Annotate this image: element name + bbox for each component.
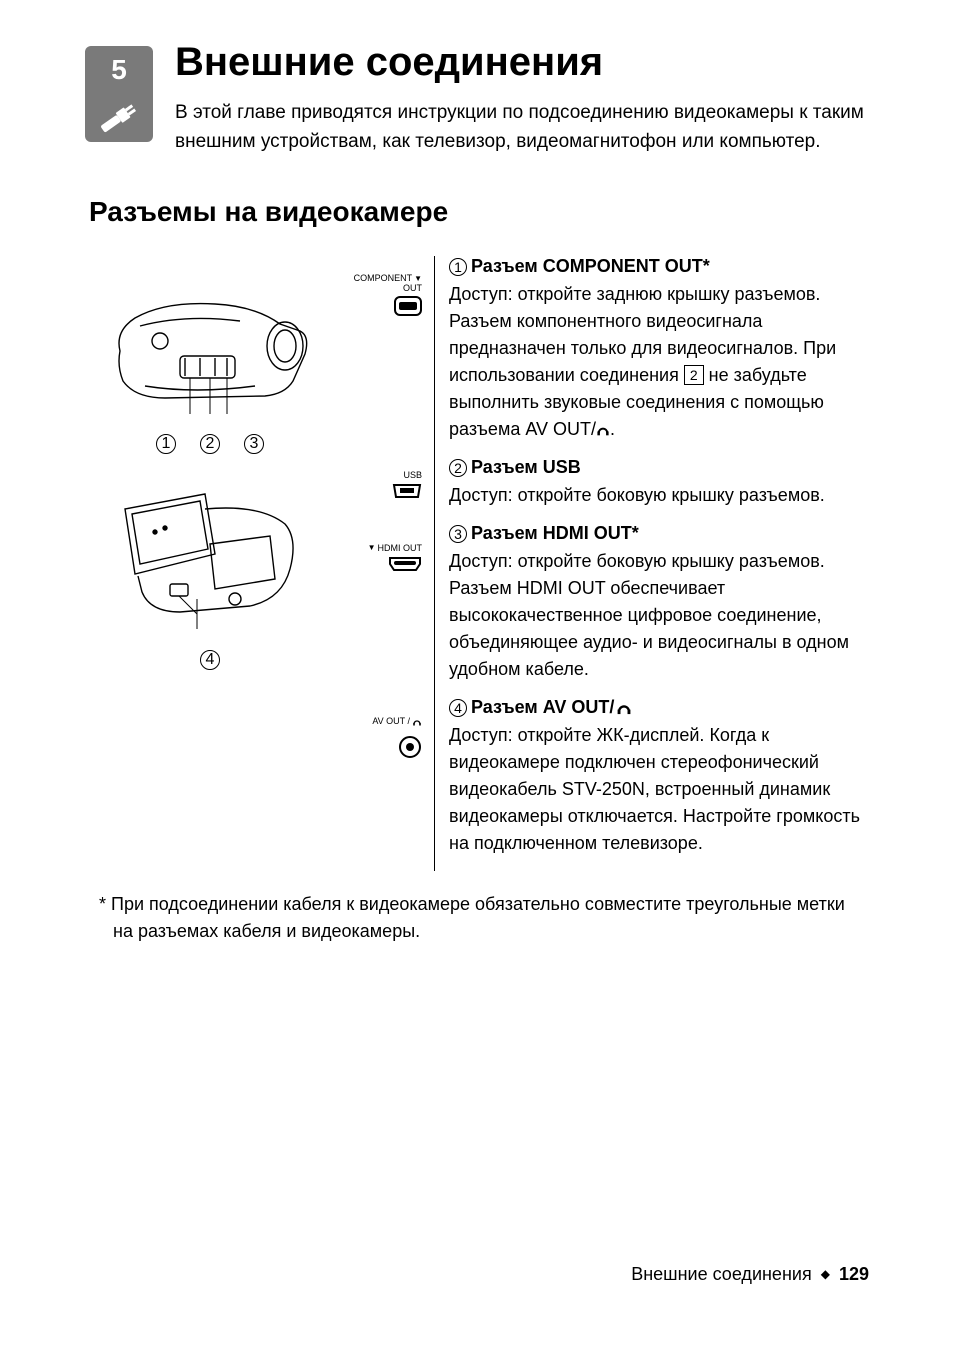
terminal-3-title-text: Разъем HDMI OUT* [471,523,639,544]
page-number: 129 [839,1264,869,1284]
terminal-4-title-text: Разъем AV OUT/ [471,697,614,718]
camera-diagram-bottom [110,484,310,644]
terminal-4-body: Доступ: откройте ЖК-дисплей. Когда к вид… [449,722,869,857]
hdmi-label: HDMI OUT [378,544,423,554]
chapter-text: Внешние соединения В этой главе приводят… [175,40,869,156]
headphone-icon [412,717,422,727]
chapter-badge: 5 [85,46,153,142]
callout-2: 2 [200,434,220,454]
terminal-1: 1Разъем COMPONENT OUT* Доступ: откройте … [449,256,869,443]
hdmi-port-icon: ▼ HDMI OUT [335,544,422,577]
camera-diagram-top [105,286,315,426]
terminal-3-title: 3Разъем HDMI OUT* [449,523,869,544]
diagram-column: 1 2 3 4 [85,256,335,871]
callouts-bottom: 4 [85,650,335,670]
terminal-1-num: 1 [449,258,467,276]
terminal-4-title: 4Разъем AV OUT/ [449,697,869,718]
terminal-1-title: 1Разъем COMPONENT OUT* [449,256,869,277]
footer-section: Внешние соединения [631,1264,811,1284]
callout-1: 1 [156,434,176,454]
terminal-1-title-text: Разъем COMPONENT OUT* [471,256,710,277]
text-column: 1Разъем COMPONENT OUT* Доступ: откройте … [435,256,869,871]
terminal-2-num: 2 [449,459,467,477]
callouts-top: 1 2 3 [85,434,335,454]
callout-3: 3 [244,434,264,454]
terminal-2-title-text: Разъем USB [471,457,581,478]
terminal-3: 3Разъем HDMI OUT* Доступ: откройте боков… [449,523,869,683]
headphone-icon [616,700,632,716]
usb-jack-icon [392,483,422,499]
boxed-ref-2: 2 [684,365,704,385]
chapter-title: Внешние соединения [175,40,869,85]
usb-label: USB [403,471,422,481]
plug-icon [93,94,145,142]
av-port-icon: AV OUT / [335,717,422,764]
icons-column: COMPONENT ▼ OUT USB ▼ HDMI OUT [335,256,435,871]
component-jack-icon [394,296,422,316]
callout-4: 4 [200,650,220,670]
footnote-text: При подсоединении кабеля к видеокамере о… [111,894,845,941]
component-port-icon: COMPONENT ▼ OUT [335,274,422,321]
page-footer: Внешние соединения ◆ 129 [631,1264,869,1285]
terminal-3-num: 3 [449,525,467,543]
terminal-1-body-c: . [610,419,615,439]
av-label: AV OUT / [372,717,410,727]
terminal-4-num: 4 [449,699,467,717]
terminal-1-body: Доступ: откройте заднюю крышку разъемов.… [449,281,869,443]
chapter-intro: В этой главе приводятся инструкции по по… [175,99,869,156]
terminal-3-body: Доступ: откройте боковую крышку разъемов… [449,548,869,683]
terminal-2: 2Разъем USB Доступ: откройте боковую кры… [449,457,869,509]
component-label-2: OUT [403,284,422,294]
chapter-header: 5 Внешние соединения В этой главе привод… [85,40,869,156]
hdmi-jack-icon [388,556,422,572]
terminal-4: 4Разъем AV OUT/ Доступ: откройте ЖК-дисп… [449,697,869,857]
terminal-2-body: Доступ: откройте боковую крышку разъемов… [449,482,869,509]
section-heading: Разъемы на видеокамере [89,196,869,228]
terminal-2-title: 2Разъем USB [449,457,869,478]
triangle-marker-icon: ▼ [368,544,376,553]
diamond-icon: ◆ [821,1267,830,1281]
footnote: * При подсоединении кабеля к видеокамере… [99,891,869,945]
terminals-layout: 1 2 3 4 [85,256,869,871]
usb-port-icon: USB [335,471,422,504]
chapter-number: 5 [111,54,127,86]
headphone-icon [596,423,610,437]
av-jack-icon [398,735,422,759]
